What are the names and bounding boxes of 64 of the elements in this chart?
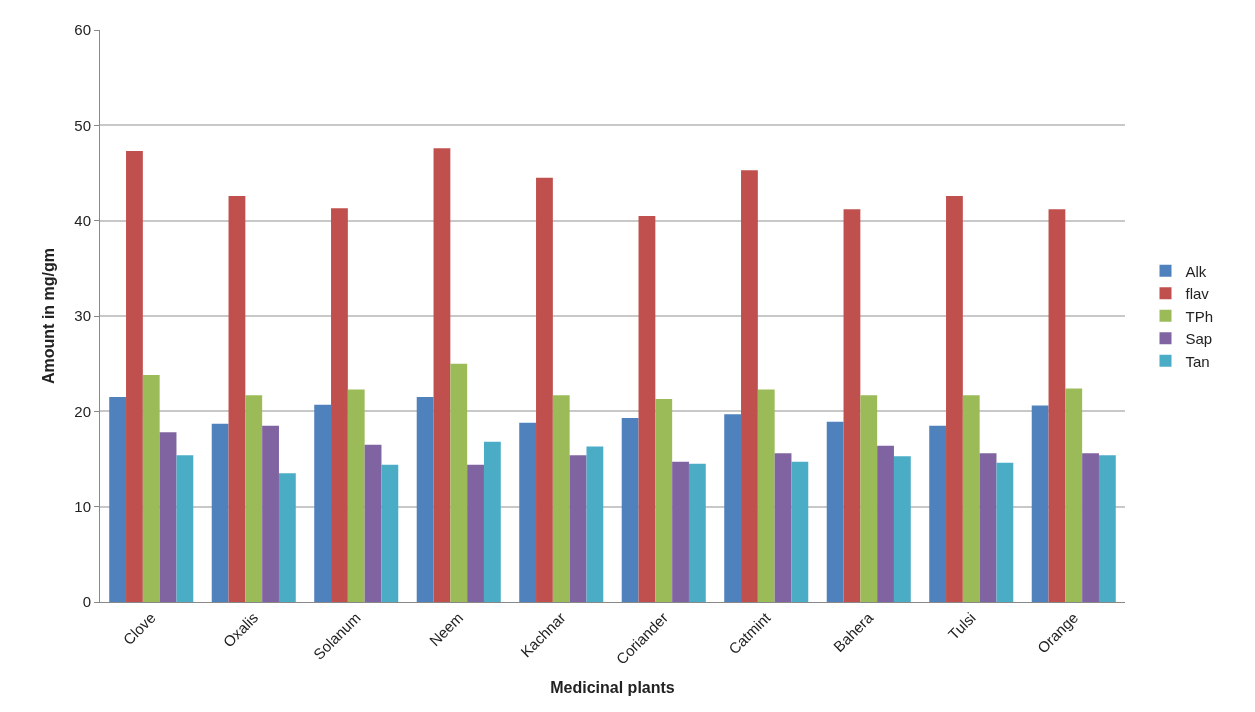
bar (724, 414, 742, 602)
y-axis-title: Amount in mg/gm (40, 248, 58, 384)
bar (979, 453, 997, 602)
bar (347, 389, 365, 602)
bar (416, 397, 434, 602)
bar (483, 441, 501, 602)
bar (176, 455, 194, 602)
bar (536, 177, 553, 602)
y-tick-label: 20 (74, 402, 91, 420)
bar (843, 209, 861, 602)
bar (1048, 209, 1066, 602)
y-tick-label: 30 (74, 307, 91, 325)
legend-label: flav (1185, 285, 1210, 303)
bar (467, 464, 484, 602)
bar (774, 453, 792, 602)
y-tick-label: 40 (74, 211, 91, 229)
bar (860, 395, 878, 602)
bar (228, 195, 246, 602)
bar (688, 463, 706, 602)
bar (519, 422, 537, 602)
x-axis-title: Medicinal plants (550, 679, 675, 697)
bar (314, 404, 332, 602)
bar (586, 446, 604, 602)
bar (433, 148, 451, 602)
bar (245, 395, 263, 602)
bar (552, 395, 570, 602)
bar (1082, 453, 1099, 602)
bar (655, 398, 673, 602)
legend-label: TPh (1185, 307, 1214, 325)
bar (826, 421, 844, 602)
legend-label: Alk (1185, 262, 1207, 280)
bar (996, 462, 1014, 602)
bar (946, 195, 963, 602)
y-tick-label: 0 (82, 593, 91, 611)
bar (364, 444, 382, 602)
legend-label: Sap (1185, 330, 1213, 348)
y-tick-label: 10 (74, 497, 91, 515)
bar (621, 418, 639, 602)
bar (929, 425, 947, 602)
y-tick-label: 60 (74, 21, 91, 39)
bar (142, 375, 160, 602)
bar (791, 461, 809, 602)
bar (877, 445, 894, 602)
bar (569, 455, 587, 602)
bar (381, 464, 399, 602)
bar (757, 389, 775, 602)
bar (126, 151, 143, 602)
y-tick-label: 50 (74, 116, 91, 134)
bar (741, 170, 758, 602)
bar (331, 208, 348, 602)
legend-label: Tan (1185, 352, 1210, 370)
bar (1098, 455, 1116, 602)
bar (450, 363, 468, 602)
bar (159, 432, 177, 602)
bar (1065, 388, 1083, 602)
bar (638, 215, 656, 602)
bar (262, 425, 279, 602)
bar (109, 397, 127, 602)
bar (278, 473, 296, 602)
bar (211, 423, 229, 602)
bar (672, 461, 689, 602)
bar (893, 456, 911, 602)
bar (962, 395, 980, 602)
bar (1031, 405, 1049, 602)
